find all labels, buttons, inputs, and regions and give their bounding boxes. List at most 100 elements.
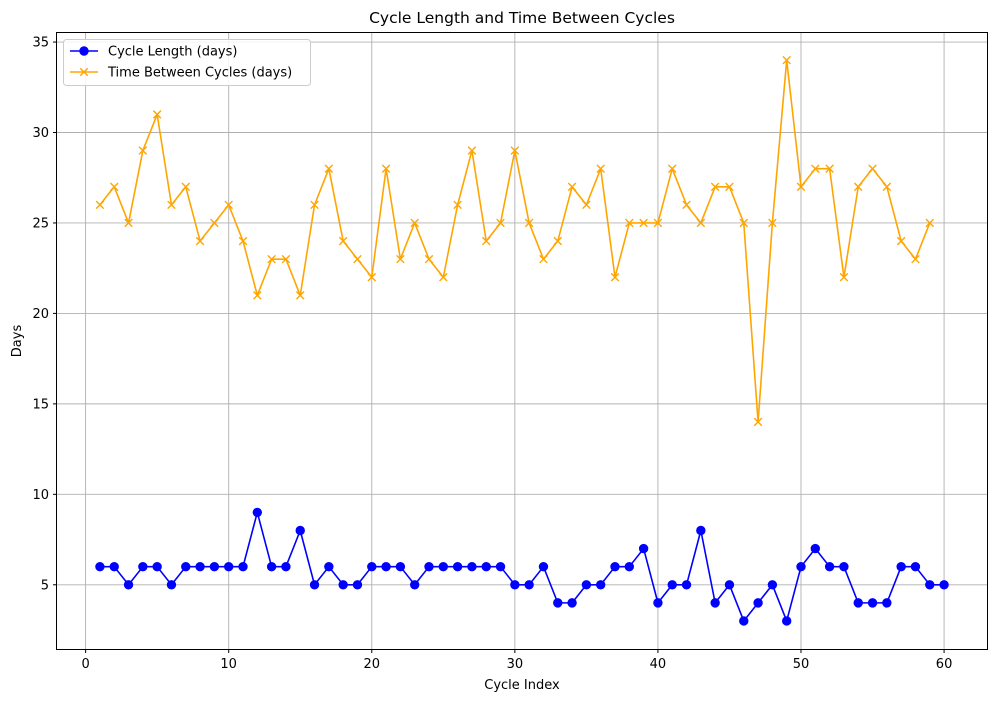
data-point <box>138 146 148 155</box>
data-point <box>753 417 763 427</box>
data-point <box>324 561 334 572</box>
data-point <box>452 561 463 572</box>
data-point <box>911 254 920 264</box>
legend-marker <box>79 46 89 56</box>
data-point <box>624 561 635 572</box>
series-layer <box>95 55 949 626</box>
data-point <box>524 580 534 590</box>
data-point <box>839 272 849 282</box>
legend-label: Time Between Cycles (days) <box>107 66 292 81</box>
data-point <box>853 182 863 192</box>
data-point <box>868 164 877 173</box>
data-point <box>353 254 362 264</box>
data-point <box>195 236 205 246</box>
data-point <box>925 218 935 228</box>
data-point <box>295 525 305 536</box>
data-point <box>925 580 935 590</box>
y-tick-label: 10 <box>32 488 49 503</box>
data-point <box>882 182 892 192</box>
data-point <box>781 616 792 626</box>
data-point <box>710 182 720 192</box>
data-point <box>896 561 906 572</box>
data-point <box>839 561 849 572</box>
data-point <box>166 580 177 590</box>
data-point <box>224 200 233 210</box>
data-point <box>395 561 406 572</box>
data-point <box>281 254 291 264</box>
data-point <box>553 236 563 246</box>
data-point <box>582 200 591 210</box>
data-point <box>495 561 506 572</box>
legend-box <box>63 39 311 86</box>
data-point <box>167 200 176 210</box>
data-point <box>724 580 735 590</box>
data-point <box>696 525 706 536</box>
data-point <box>152 561 162 572</box>
legend-entry: Cycle Length (days) <box>70 45 237 60</box>
data-point <box>409 580 420 590</box>
data-point <box>324 164 334 173</box>
data-point <box>267 254 276 264</box>
chart-title: Cycle Length and Time Between Cycles <box>369 9 675 27</box>
data-point <box>739 616 749 626</box>
data-point <box>625 218 634 228</box>
data-point <box>725 182 734 192</box>
data-point <box>882 598 892 608</box>
data-point <box>181 561 191 572</box>
data-point <box>338 236 348 246</box>
data-point <box>352 580 363 590</box>
y-tick-label: 5 <box>41 578 49 593</box>
x-axis-title: Cycle Index <box>484 678 560 693</box>
data-point <box>867 598 878 608</box>
data-point <box>596 164 605 173</box>
x-tick-label: 10 <box>220 657 237 672</box>
data-point <box>439 272 448 282</box>
data-point <box>410 218 419 228</box>
data-point <box>467 146 477 155</box>
data-point <box>195 561 205 572</box>
data-point <box>753 598 763 608</box>
data-point <box>438 561 449 572</box>
data-point <box>381 561 391 572</box>
ticks: 0 10 20 30 40 50 60 5 10 15 20 25 30 35 <box>32 36 952 672</box>
data-point <box>796 561 806 572</box>
data-point <box>266 561 277 572</box>
data-point <box>825 164 834 173</box>
data-point <box>896 236 906 246</box>
data-point <box>524 218 534 228</box>
data-point <box>123 580 134 590</box>
data-point <box>152 110 162 119</box>
data-point <box>252 507 263 518</box>
legend-entry: Time Between Cycles (days) <box>70 66 292 81</box>
data-point <box>510 146 520 155</box>
y-axis-title: Days <box>10 325 25 358</box>
data-point <box>367 561 377 572</box>
data-point <box>567 598 577 608</box>
data-point <box>553 598 563 608</box>
legend: Cycle Length (days) Time Between Cycles (… <box>63 39 311 86</box>
y-tick-label: 20 <box>32 307 49 322</box>
data-point <box>295 291 305 300</box>
data-point <box>910 561 921 572</box>
data-point <box>109 561 119 572</box>
data-point <box>824 561 835 572</box>
data-point <box>238 236 248 246</box>
y-tick-label: 15 <box>32 397 49 412</box>
data-point <box>538 561 549 572</box>
data-point <box>853 598 863 608</box>
data-point <box>782 55 791 65</box>
data-point <box>210 218 219 228</box>
data-point <box>653 598 663 608</box>
data-point <box>581 580 592 590</box>
data-point <box>124 218 133 228</box>
data-point <box>739 218 749 228</box>
x-tick-label: 50 <box>793 657 810 672</box>
data-point <box>767 580 778 590</box>
data-point <box>539 254 548 264</box>
data-point <box>811 164 820 173</box>
data-point <box>138 561 148 572</box>
data-point <box>796 182 806 192</box>
data-point <box>496 218 505 228</box>
data-point <box>253 291 262 300</box>
